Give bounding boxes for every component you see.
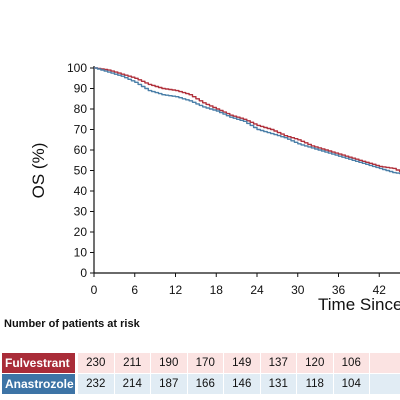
risk-row-cells: 232 214 187 166 146 131 118 104 — [77, 374, 400, 394]
y-tick-label: 0 — [80, 266, 87, 280]
risk-row-label: Fulvestrant — [2, 353, 75, 373]
series-line-fulvestrant — [94, 67, 400, 173]
risk-cell: 120 — [296, 353, 333, 373]
x-tick-label: 24 — [250, 283, 264, 297]
risk-cell: 118 — [296, 374, 333, 394]
risk-cell: 146 — [223, 374, 260, 394]
risk-cell — [369, 374, 400, 394]
y-tick-label: 100 — [67, 61, 87, 75]
risk-cell: 187 — [150, 374, 187, 394]
risk-cell: 170 — [186, 353, 223, 373]
os-chart: 0 10 20 30 40 50 60 70 80 90 100 0 6 12 18 24 30 36 42 OS … — [29, 61, 400, 310]
risk-table-title: Number of patients at risk — [4, 318, 140, 330]
x-tick-label: 12 — [169, 283, 183, 297]
risk-cell: 190 — [150, 353, 187, 373]
axes: 0 10 20 30 40 50 60 70 80 90 100 0 6 12 18 24 30 36 42 — [67, 61, 400, 297]
y-tick-label: 10 — [74, 246, 88, 260]
risk-cell: 106 — [332, 353, 369, 373]
x-tick-label: 18 — [210, 283, 224, 297]
y-tick-label: 80 — [74, 102, 88, 116]
x-tick-label: 30 — [291, 283, 305, 297]
risk-row-anastrozole: Anastrozole 232 214 187 166 146 131 118 104 — [0, 374, 400, 394]
y-tick-label: 30 — [74, 205, 88, 219]
risk-cell: 131 — [259, 374, 296, 394]
risk-cell: 214 — [113, 374, 150, 394]
y-tick-label: 70 — [74, 123, 88, 137]
risk-cell: 230 — [77, 353, 114, 373]
risk-row-label: Anastrozole — [2, 374, 75, 394]
series-lines — [94, 67, 400, 175]
risk-cell: 104 — [332, 374, 369, 394]
risk-cell: 137 — [259, 353, 296, 373]
y-tick-label: 50 — [74, 164, 88, 178]
series-line-anastrozole — [94, 67, 400, 175]
y-tick-label: 60 — [74, 143, 88, 157]
risk-row-fulvestrant: Fulvestrant 230 211 190 170 149 137 120 106 — [0, 353, 400, 373]
risk-row-cells: 230 211 190 170 149 137 120 106 — [77, 353, 400, 373]
risk-cell: 232 — [77, 374, 114, 394]
x-tick-label: 36 — [332, 283, 346, 297]
y-tick-label: 20 — [74, 225, 88, 239]
risk-cell: 211 — [113, 353, 150, 373]
x-tick-label: 42 — [373, 283, 387, 297]
risk-cell: 166 — [186, 374, 223, 394]
risk-cell — [369, 353, 400, 373]
y-axis-title: OS (%) — [29, 143, 48, 199]
x-axis-title: Time Since — [318, 295, 400, 310]
risk-table: Number of patients at risk Fulvestrant 2… — [0, 318, 400, 400]
x-tick-label: 0 — [91, 283, 98, 297]
y-tick-label: 90 — [74, 82, 88, 96]
x-tick-label: 6 — [131, 283, 138, 297]
risk-cell: 149 — [223, 353, 260, 373]
y-tick-label: 40 — [74, 184, 88, 198]
